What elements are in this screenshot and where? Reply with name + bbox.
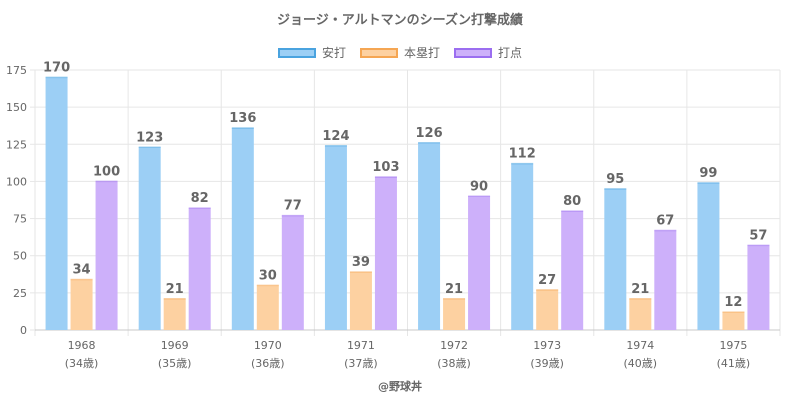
data-label: 170: [43, 60, 70, 75]
y-tick-label: 25: [13, 287, 27, 300]
data-label: 136: [229, 111, 256, 126]
data-label: 103: [372, 160, 399, 175]
legend-item-homeruns[interactable]: 本塁打: [359, 44, 440, 61]
bar: [374, 176, 397, 330]
bar: [231, 127, 254, 330]
bar: [45, 77, 68, 330]
legend-label-rbi: 打点: [498, 46, 523, 60]
bar: [349, 272, 372, 330]
bar: [629, 298, 652, 330]
data-label: 21: [631, 282, 649, 297]
data-label: 100: [93, 164, 120, 179]
bar: [468, 196, 491, 330]
x-tick-label: 1975: [719, 339, 747, 352]
data-label: 30: [259, 268, 277, 283]
x-tick-sublabel: (36歳): [251, 357, 285, 370]
bar: [747, 245, 770, 330]
data-label: 112: [509, 147, 536, 162]
data-label: 27: [538, 273, 556, 288]
legend: 安打 本塁打 打点: [0, 44, 800, 61]
y-tick-label: 150: [6, 101, 27, 114]
bar: [70, 279, 93, 330]
y-tick-label: 125: [6, 138, 27, 151]
legend-item-hits[interactable]: 安打: [277, 44, 346, 61]
bar: [138, 147, 161, 330]
data-label: 67: [656, 213, 674, 228]
bar: [188, 208, 211, 330]
y-tick-label: 175: [6, 64, 27, 77]
x-tick-label: 1971: [347, 339, 375, 352]
legend-swatch-homeruns: [359, 47, 398, 58]
legend-item-rbi[interactable]: 打点: [454, 44, 522, 61]
legend-label-homeruns: 本塁打: [403, 46, 440, 60]
x-tick-sublabel: (34歳): [65, 357, 99, 370]
data-label: 99: [699, 166, 717, 181]
x-tick-sublabel: (39歳): [530, 357, 564, 370]
x-tick-label: 1974: [626, 339, 654, 352]
bar: [324, 145, 347, 330]
data-label: 57: [749, 228, 767, 243]
x-tick-label: 1973: [533, 339, 561, 352]
legend-swatch-rbi: [454, 47, 492, 58]
bar: [604, 188, 627, 330]
bar: [95, 181, 118, 330]
y-tick-label: 100: [6, 175, 27, 188]
bar: [561, 211, 584, 330]
x-tick-sublabel: (37歳): [344, 357, 378, 370]
x-tick-label: 1968: [68, 339, 96, 352]
y-tick-label: 75: [13, 213, 27, 226]
bar: [418, 142, 441, 330]
data-label: 126: [415, 126, 442, 141]
credit-text: @野球丼: [378, 380, 422, 393]
x-tick-sublabel: (35歳): [158, 357, 192, 370]
legend-label-hits: 安打: [321, 46, 346, 60]
data-label: 90: [470, 179, 488, 194]
data-label: 77: [284, 199, 302, 214]
data-label: 80: [563, 194, 581, 209]
data-label: 123: [136, 130, 163, 145]
data-label: 95: [606, 172, 624, 187]
x-tick-label: 1972: [440, 339, 468, 352]
data-label: 34: [73, 262, 91, 277]
data-label: 21: [445, 282, 463, 297]
x-tick-label: 1969: [161, 339, 189, 352]
bar: [536, 289, 559, 330]
x-tick-sublabel: (40歳): [624, 357, 658, 370]
data-label: 39: [352, 255, 370, 270]
bar: [722, 312, 745, 330]
bar: [654, 230, 677, 330]
y-tick-label: 0: [20, 324, 27, 337]
bar: [256, 285, 279, 330]
bar: [697, 182, 720, 330]
bar: [163, 298, 186, 330]
data-label: 21: [166, 282, 184, 297]
bar: [511, 163, 534, 330]
y-tick-label: 50: [13, 250, 27, 263]
x-tick-sublabel: (38歳): [437, 357, 471, 370]
bar: [443, 298, 466, 330]
bar: [281, 215, 304, 330]
chart-title: ジョージ・アルトマンのシーズン打撃成績: [277, 13, 523, 28]
data-label: 12: [724, 295, 742, 310]
x-tick-sublabel: (41歳): [717, 357, 751, 370]
data-label: 124: [322, 129, 349, 144]
legend-swatch-hits: [277, 47, 316, 58]
data-label: 82: [191, 191, 209, 206]
x-tick-label: 1970: [254, 339, 282, 352]
